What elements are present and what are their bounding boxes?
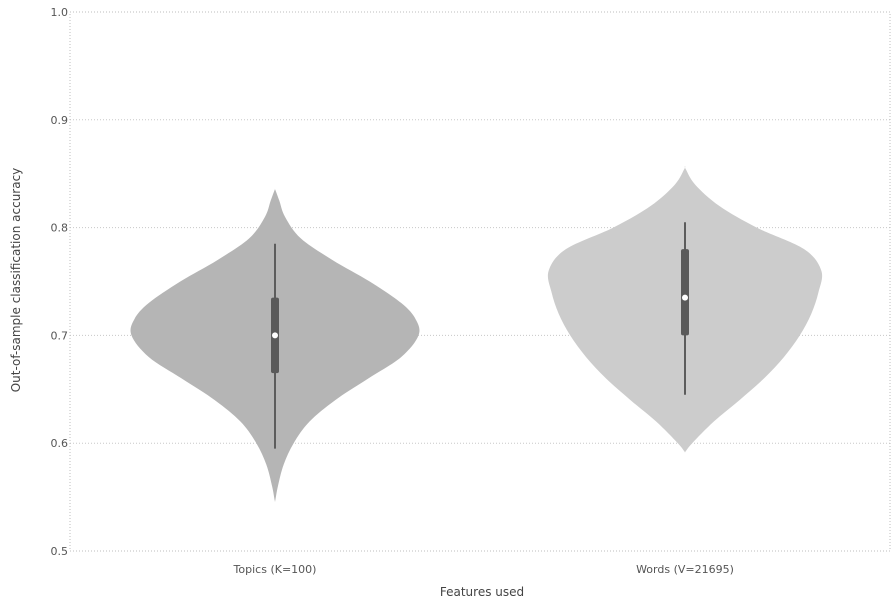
y-tick-label: 0.8 <box>51 222 69 235</box>
violin-iqr-box <box>681 249 689 336</box>
y-axis-title: Out-of-sample classification accuracy <box>9 168 23 393</box>
y-tick-label: 0.5 <box>51 545 69 558</box>
y-tick-label: 0.7 <box>51 329 69 342</box>
y-tick-label: 0.9 <box>51 114 69 127</box>
x-tick-label: Topics (K=100) <box>233 563 317 576</box>
y-tick-label: 0.6 <box>51 437 69 450</box>
violin-median-dot <box>272 332 278 339</box>
grid-lines <box>69 11 891 552</box>
plot-frame <box>69 11 891 552</box>
x-tick-label: Words (V=21695) <box>636 563 734 576</box>
violins <box>130 166 823 503</box>
x-tick-labels: Topics (K=100) Words (V=21695) <box>233 563 734 576</box>
y-tick-label: 1.0 <box>51 6 69 19</box>
y-tick-labels: 0.5 0.6 0.7 0.8 0.9 1.0 <box>51 6 69 558</box>
violin-median-dot <box>682 294 688 301</box>
x-axis-title: Features used <box>440 585 524 599</box>
